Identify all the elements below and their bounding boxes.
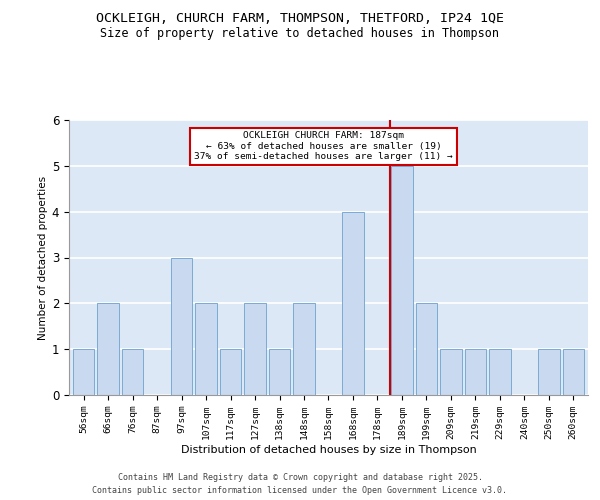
Text: OCKLEIGH CHURCH FARM: 187sqm
← 63% of detached houses are smaller (19)
37% of se: OCKLEIGH CHURCH FARM: 187sqm ← 63% of de… [194, 132, 453, 162]
Text: Contains public sector information licensed under the Open Government Licence v3: Contains public sector information licen… [92, 486, 508, 495]
Bar [391, 166, 413, 395]
Bar [489, 349, 511, 395]
X-axis label: Distribution of detached houses by size in Thompson: Distribution of detached houses by size … [181, 445, 476, 455]
Bar [416, 304, 437, 395]
Text: OCKLEIGH, CHURCH FARM, THOMPSON, THETFORD, IP24 1QE: OCKLEIGH, CHURCH FARM, THOMPSON, THETFOR… [96, 12, 504, 26]
Text: Size of property relative to detached houses in Thompson: Size of property relative to detached ho… [101, 28, 499, 40]
Bar [440, 349, 461, 395]
Bar [171, 258, 193, 395]
Bar [538, 349, 560, 395]
Bar [464, 349, 486, 395]
Text: Contains HM Land Registry data © Crown copyright and database right 2025.: Contains HM Land Registry data © Crown c… [118, 474, 482, 482]
Bar [342, 212, 364, 395]
Bar [73, 349, 94, 395]
Bar [196, 304, 217, 395]
Bar [244, 304, 266, 395]
Bar [563, 349, 584, 395]
Y-axis label: Number of detached properties: Number of detached properties [38, 176, 47, 340]
Bar [269, 349, 290, 395]
Bar [293, 304, 315, 395]
Bar [220, 349, 241, 395]
Bar [97, 304, 119, 395]
Bar [122, 349, 143, 395]
